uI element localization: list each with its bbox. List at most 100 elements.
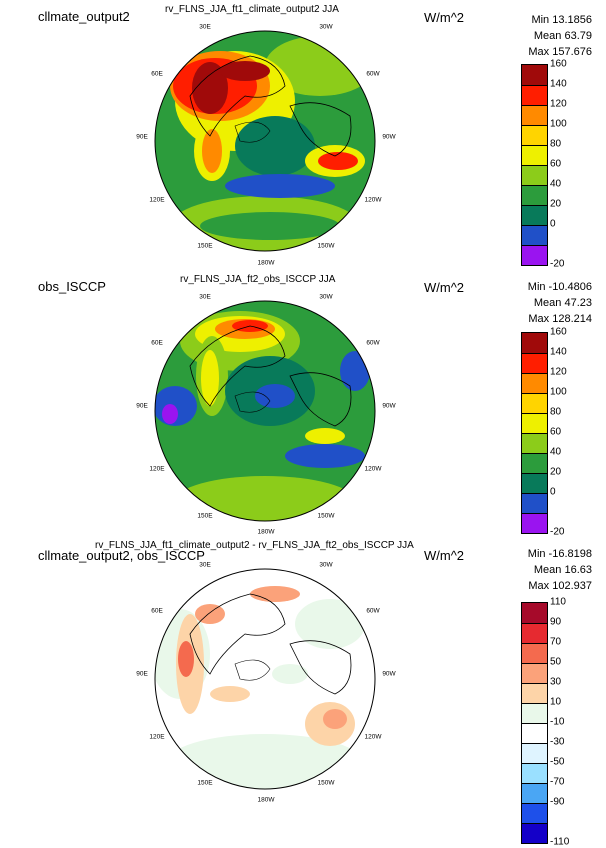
map-border (154, 300, 376, 522)
colorbar-tick-label: 100 (550, 118, 567, 130)
lon-label: 90E (136, 133, 148, 141)
field-contour (200, 212, 340, 240)
panel-difference: cllmate_output2, obs_ISCCP rv_FLNS_JJA_f… (0, 540, 606, 848)
lon-label: 60W (366, 607, 380, 615)
case-label: cllmate_output2, obs_ISCCP (38, 548, 205, 563)
colorbar-swatch (522, 185, 547, 205)
colorbar-tick-label: -10 (550, 716, 565, 728)
colorbar-swatch (522, 105, 547, 125)
lon-label: 120W (364, 733, 382, 741)
field-contour (295, 599, 365, 649)
colorbar-swatch (522, 603, 547, 623)
colorbar-tick-label: 30 (550, 676, 562, 688)
lon-label: 30W (319, 293, 333, 301)
stats-box: Min -16.8198 Mean 16.63 Max 102.937 (482, 546, 592, 594)
colorbar-swatch (522, 803, 547, 823)
stat-max: Max 157.676 (528, 46, 592, 58)
stat-max: Max 102.937 (528, 580, 592, 592)
colorbar-swatch (522, 245, 547, 265)
colorbar-tick-label: -20 (550, 258, 565, 270)
stat-mean: Mean 16.63 (533, 564, 592, 576)
colorbar-tick-label: 80 (550, 406, 562, 418)
lon-label: 90E (136, 402, 148, 410)
colorbar-tick-label: 50 (550, 656, 562, 668)
colorbar-tick-label: -90 (550, 796, 565, 808)
colorbar-tick-label: 100 (550, 386, 567, 398)
map-border (154, 568, 376, 790)
lon-label: 30W (319, 23, 333, 31)
colorbar-swatch (522, 145, 547, 165)
units-label: W/m^2 (424, 280, 465, 295)
colorbar-tick-label: 70 (550, 636, 562, 648)
coastline (234, 659, 271, 681)
colorbar-tick-label: -20 (550, 526, 565, 538)
colorbar-swatch (522, 823, 547, 843)
stat-mean: Mean 63.79 (533, 30, 592, 42)
colorbar-swatch (522, 743, 547, 763)
colorbar-swatch (522, 333, 547, 353)
field-contour (272, 664, 308, 684)
colorbar-tick-label: 40 (550, 178, 562, 190)
colorbar (521, 602, 548, 844)
colorbar (521, 64, 548, 266)
field-contour (201, 350, 219, 406)
colorbar-swatch (522, 723, 547, 743)
colorbar-swatch (522, 623, 547, 643)
colorbar-swatch (522, 205, 547, 225)
colorbar-swatch (522, 783, 547, 803)
colorbar-swatch (522, 373, 547, 393)
polar-map (154, 30, 376, 252)
coastline (234, 391, 271, 413)
coastline (289, 640, 352, 695)
coastline (289, 102, 352, 157)
field-contour (323, 709, 347, 729)
colorbar-tick-label: 10 (550, 696, 562, 708)
panel-title: rv_FLNS_JJA_ft1_climate_output2 - rv_FLN… (95, 540, 414, 551)
units-label: W/m^2 (424, 548, 465, 563)
stats-box: Min 13.1856 Mean 63.79 Max 157.676 (482, 12, 592, 60)
panel-title: rv_FLNS_JJA_ft1_climate_output2 JJA (165, 4, 339, 15)
stat-max: Max 128.214 (528, 313, 592, 325)
panel-model: cllmate_output2 rv_FLNS_JJA_ft1_climate_… (0, 0, 606, 270)
colorbar-swatch (522, 663, 547, 683)
lon-label: 60E (151, 339, 163, 347)
lon-label: 120E (149, 196, 165, 204)
lon-label: 120E (149, 733, 165, 741)
coastline (189, 325, 286, 407)
colorbar-tick-label: 20 (550, 198, 562, 210)
lon-label: 150W (317, 512, 335, 520)
colorbar-tick-label: 80 (550, 138, 562, 150)
field-contour (202, 129, 222, 173)
colorbar-tick-label: 120 (550, 98, 567, 110)
lon-label: 90W (382, 133, 396, 141)
field-contour (255, 384, 295, 408)
lon-label: 180W (257, 259, 275, 267)
units-label: W/m^2 (424, 10, 465, 25)
panel-title: rv_FLNS_JJA_ft2_obs_ISCCP JJA (180, 274, 336, 285)
coastline (234, 121, 271, 143)
colorbar-swatch (522, 703, 547, 723)
field-contour (340, 351, 370, 391)
polar-map (154, 300, 376, 522)
stat-mean: Mean 47.23 (533, 297, 592, 309)
lon-label: 90W (382, 402, 396, 410)
colorbar-tick-label: 120 (550, 366, 567, 378)
colorbar-tick-label: 110 (550, 596, 566, 608)
lon-label: 120E (149, 465, 165, 473)
colorbar-tick-label: -30 (550, 736, 565, 748)
colorbar-swatch (522, 493, 547, 513)
colorbar-swatch (522, 393, 547, 413)
field-contour (195, 604, 225, 624)
field-contour (192, 62, 228, 114)
lon-label: 150W (317, 779, 335, 787)
colorbar-swatch (522, 763, 547, 783)
field-contour (305, 428, 345, 444)
coastline (289, 372, 352, 427)
lon-label: 60W (366, 70, 380, 78)
colorbar-tick-label: 90 (550, 616, 562, 628)
lon-label: 90E (136, 670, 148, 678)
colorbar-tick-label: 60 (550, 426, 562, 438)
map-border (154, 30, 376, 252)
colorbar-swatch (522, 353, 547, 373)
field-contour (220, 61, 270, 81)
